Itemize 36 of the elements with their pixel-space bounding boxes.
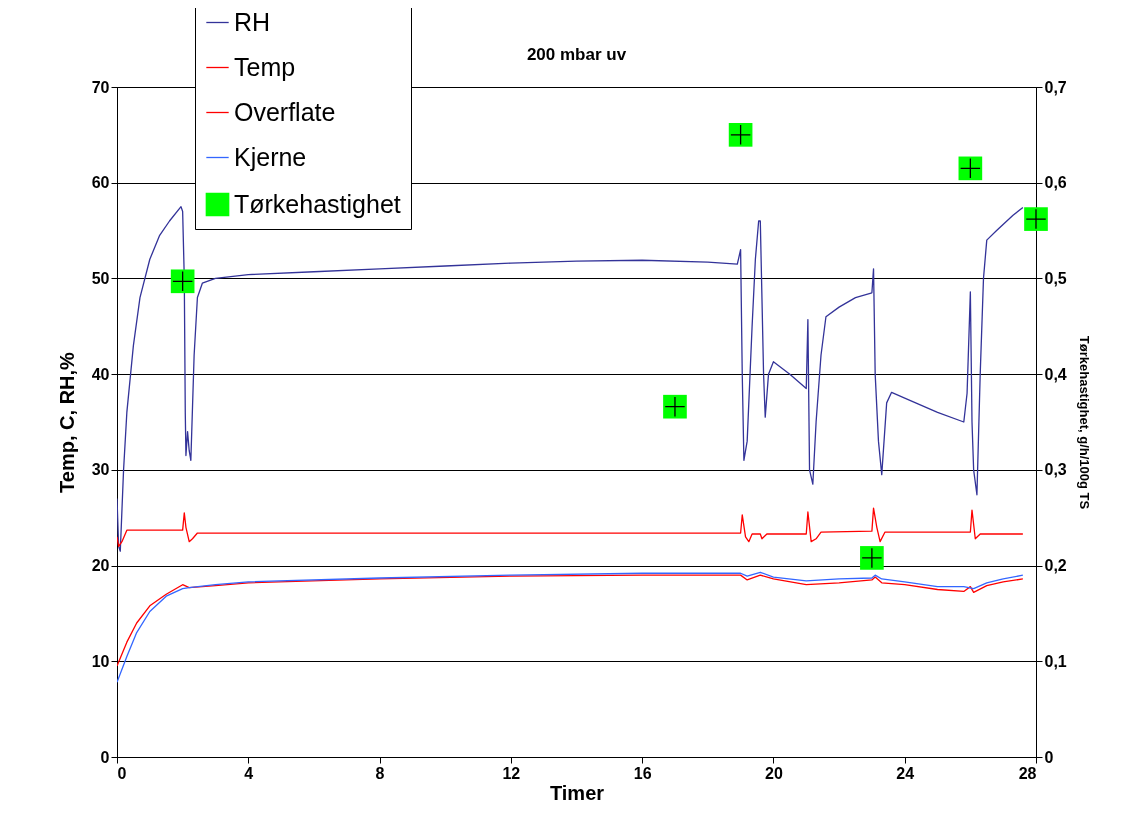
x-tick-label: 20 [765,764,783,782]
line-series [117,507,1024,548]
y-tick-label: 10 [91,652,110,670]
y2-tick-label: 0,6 [1044,174,1067,192]
y-tick-label: 30 [91,461,110,479]
y2-tick-label: 0 [1044,748,1054,766]
legend-label: Temp [234,52,296,81]
legend-label: RH [234,7,271,36]
x-axis-title: Timer [549,781,605,804]
y-axis-title: Temp, C, RH,% [55,351,78,493]
y-tick-label: 60 [91,174,110,192]
y-tick-label: 50 [91,269,110,287]
x-tick-label: 16 [633,764,652,782]
y2-tick-label: 0,5 [1044,269,1067,287]
x-tick-label: 24 [896,764,915,782]
y2-tick-label: 0,4 [1044,365,1067,383]
x-tick-label: 4 [244,764,254,782]
legend-label: Kjerne [234,142,307,171]
line-series [117,574,1024,667]
x-tick-label: 0 [117,764,127,782]
x-tick-label: 12 [502,764,521,782]
y-tick-label: 40 [91,365,110,383]
y2-axis-title: Tørkehastighet, g/h/100g TS [1076,335,1092,510]
y2-tick-label: 0,7 [1044,78,1067,96]
y-tick-label: 70 [91,78,110,96]
y2-tick-label: 0,2 [1044,557,1067,575]
y-tick-label: 0 [100,748,110,766]
legend-label: Overflate [234,97,336,126]
legend-label: Tørkehastighet [234,189,401,218]
x-tick-label: 8 [375,764,385,782]
x-tick-label: 28 [1018,764,1037,782]
line-series [117,571,1024,683]
chart-title: 200 mbar uv [526,44,627,64]
y-tick-label: 20 [91,557,110,575]
y2-tick-label: 0,1 [1044,652,1067,670]
y2-tick-label: 0,3 [1044,461,1067,479]
